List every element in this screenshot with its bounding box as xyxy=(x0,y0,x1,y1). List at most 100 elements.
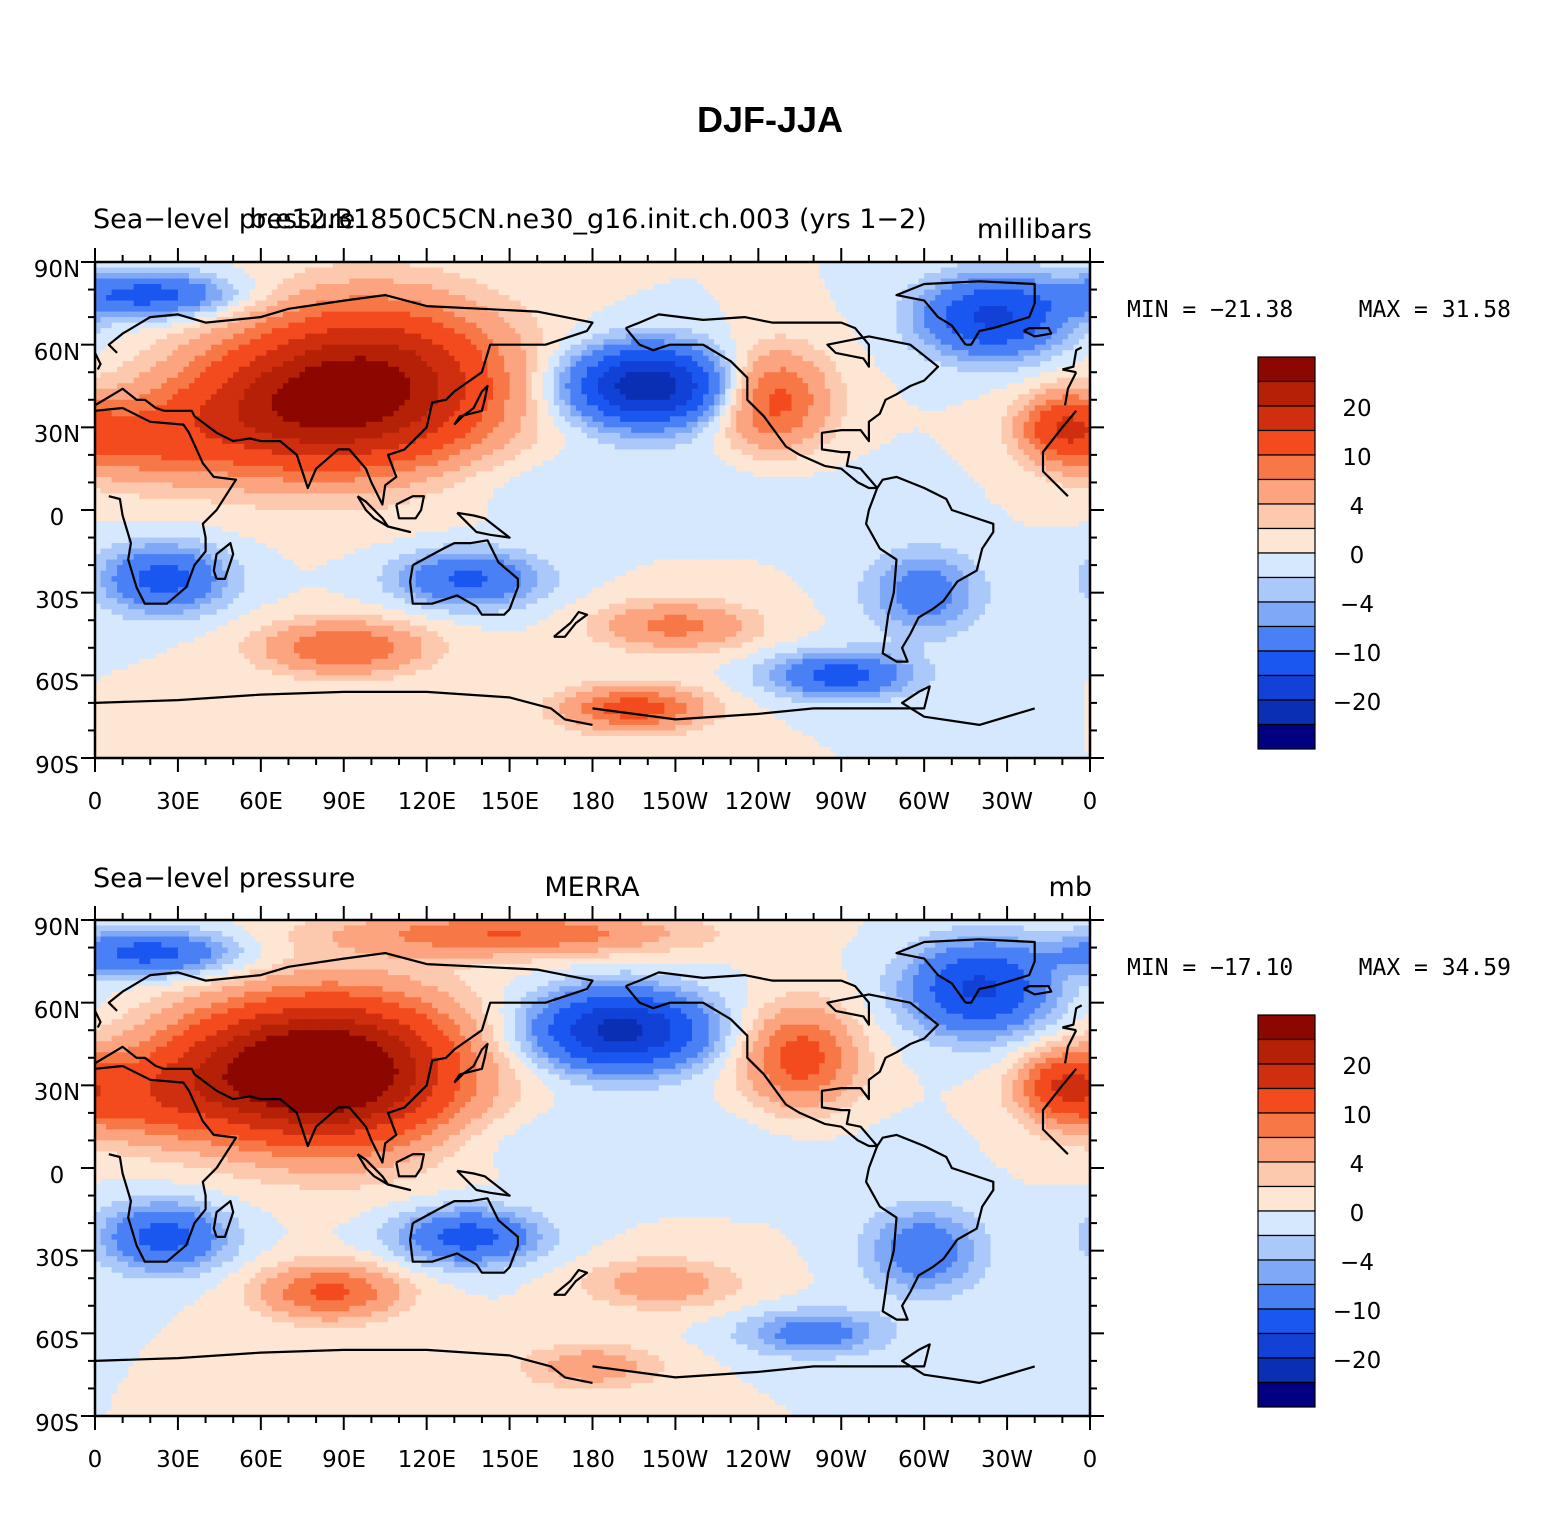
contour-cell xyxy=(709,295,715,301)
contour-cell xyxy=(338,405,344,411)
contour-cell xyxy=(416,279,422,285)
contour-cell xyxy=(504,295,510,301)
contour-cell xyxy=(112,361,118,367)
contour-cell xyxy=(742,411,748,417)
contour-cell xyxy=(786,383,792,389)
contour-cell xyxy=(548,301,554,307)
contour-cell xyxy=(255,323,261,329)
contour-cell xyxy=(570,306,576,312)
contour-cell xyxy=(808,394,814,400)
contour-cell xyxy=(593,361,599,367)
contour-cell xyxy=(311,328,317,334)
contour-cell xyxy=(908,323,914,329)
contour-cell xyxy=(239,284,245,290)
contour-cell xyxy=(460,345,466,351)
contour-cell xyxy=(653,361,659,367)
contour-cell xyxy=(885,290,891,296)
contour-cell xyxy=(814,383,820,389)
contour-cell xyxy=(703,268,709,274)
contour-cell xyxy=(913,306,919,312)
contour-cell xyxy=(935,378,941,384)
contour-cell xyxy=(664,361,670,367)
contour-cell xyxy=(217,400,223,406)
contour-cell xyxy=(1079,339,1085,345)
contour-cell xyxy=(609,284,615,290)
contour-cell xyxy=(217,372,223,378)
contour-cell xyxy=(288,323,294,329)
contour-cell xyxy=(874,268,880,274)
contour-cell xyxy=(316,273,322,279)
contour-cell xyxy=(559,301,565,307)
contour-cell xyxy=(294,400,300,406)
contour-cell xyxy=(1057,301,1063,307)
contour-cell xyxy=(670,273,676,279)
contour-cell xyxy=(233,378,239,384)
contour-cell xyxy=(554,372,560,378)
contour-cell xyxy=(648,301,654,307)
contour-cell xyxy=(366,383,372,389)
contour-cell xyxy=(399,389,405,395)
contour-cell xyxy=(255,334,261,340)
contour-cell xyxy=(963,361,969,367)
contour-cell xyxy=(885,389,891,395)
contour-cell xyxy=(675,279,681,285)
contour-cell xyxy=(897,394,903,400)
contour-cell xyxy=(421,345,427,351)
contour-cell xyxy=(217,295,223,301)
contour-cell xyxy=(233,411,239,417)
contour-cell xyxy=(211,383,217,389)
contour-cell xyxy=(913,400,919,406)
contour-cell xyxy=(250,405,256,411)
contour-cell xyxy=(803,290,809,296)
contour-cell xyxy=(305,328,311,334)
contour-cell xyxy=(366,306,372,312)
contour-cell xyxy=(432,378,438,384)
contour-cell xyxy=(808,290,814,296)
contour-cell xyxy=(123,312,129,318)
contour-cell xyxy=(515,317,521,323)
contour-cell xyxy=(388,323,394,329)
contour-cell xyxy=(1079,405,1085,411)
contour-cell xyxy=(156,339,162,345)
contour-cell xyxy=(101,411,107,417)
contour-cell xyxy=(1051,361,1057,367)
contour-cell xyxy=(979,356,985,362)
contour-cell xyxy=(675,372,681,378)
contour-cell xyxy=(1013,345,1019,351)
contour-cell xyxy=(991,317,997,323)
contour-cell xyxy=(233,345,239,351)
contour-cell xyxy=(510,295,516,301)
contour-cell xyxy=(559,295,565,301)
contour-cell xyxy=(537,378,543,384)
contour-cell xyxy=(698,356,704,362)
contour-cell xyxy=(963,290,969,296)
contour-cell xyxy=(438,279,444,285)
contour-cell xyxy=(161,383,167,389)
contour-cell xyxy=(996,389,1002,395)
contour-cell xyxy=(454,394,460,400)
contour-cell xyxy=(1057,317,1063,323)
contour-cell xyxy=(178,323,184,329)
contour-cell xyxy=(758,279,764,285)
contour-cell xyxy=(532,290,538,296)
contour-cell xyxy=(338,378,344,384)
contour-cell xyxy=(891,378,897,384)
contour-cell xyxy=(554,328,560,334)
contour-cell xyxy=(532,389,538,395)
contour-cell xyxy=(499,350,505,356)
contour-cell xyxy=(228,301,234,307)
contour-cell xyxy=(698,273,704,279)
contour-cell xyxy=(443,279,449,285)
contour-cell xyxy=(731,394,737,400)
contour-cell xyxy=(333,306,339,312)
contour-cell xyxy=(316,383,322,389)
contour-cell xyxy=(670,372,676,378)
contour-cell xyxy=(803,400,809,406)
contour-cell xyxy=(1062,284,1068,290)
contour-cell xyxy=(471,383,477,389)
contour-cell xyxy=(322,312,328,318)
contour-cell xyxy=(709,279,715,285)
contour-cell xyxy=(814,345,820,351)
contour-cell xyxy=(316,361,322,367)
contour-cell xyxy=(736,339,742,345)
